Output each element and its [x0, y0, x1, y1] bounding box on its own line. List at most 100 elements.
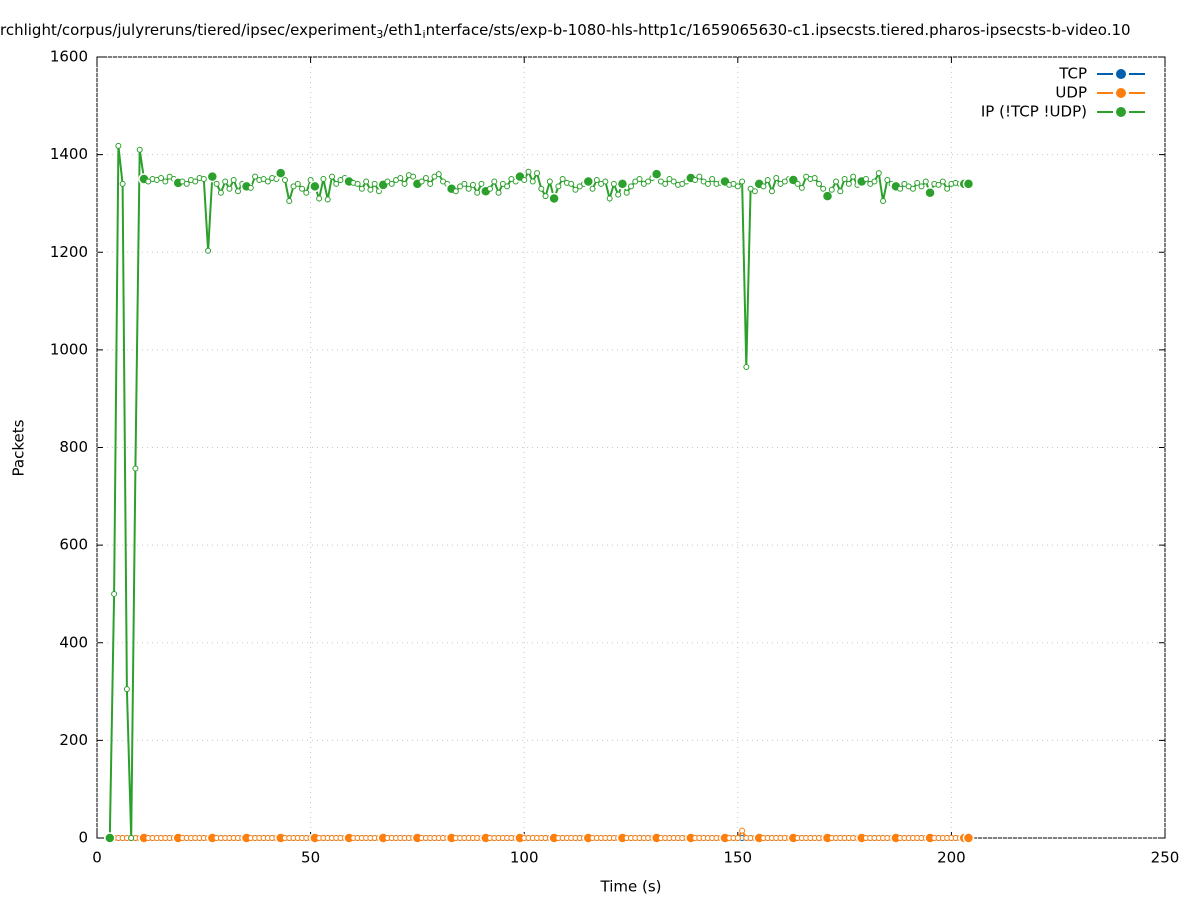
series-line	[108, 145, 969, 839]
data-point	[286, 197, 293, 204]
data-point	[521, 177, 528, 184]
data-point	[734, 835, 741, 841]
data-point	[205, 247, 212, 254]
y-tick-label: 400	[59, 633, 88, 651]
data-point	[811, 175, 818, 182]
data-point	[226, 185, 233, 192]
data-point	[623, 189, 630, 196]
data-point	[777, 180, 784, 187]
y-tick-label: 0	[78, 829, 88, 847]
data-point	[773, 175, 780, 182]
data-point	[768, 188, 775, 195]
data-point	[944, 185, 951, 192]
data-point	[636, 176, 643, 183]
legend-label: IP (!TCP !UDP)	[981, 103, 1087, 121]
data-point	[589, 185, 596, 192]
data-point	[206, 170, 219, 183]
data-point	[781, 178, 788, 185]
data-point	[183, 180, 190, 187]
data-point	[962, 178, 975, 190]
data-point	[862, 176, 869, 183]
data-point	[692, 177, 699, 184]
data-point	[128, 835, 135, 841]
data-point	[794, 180, 801, 187]
data-point	[179, 178, 186, 185]
y-tick-label: 200	[59, 731, 88, 749]
data-point	[803, 173, 810, 180]
data-point	[111, 590, 118, 597]
data-point	[628, 183, 634, 190]
data-point	[440, 178, 447, 185]
y-tick-label: 1600	[50, 48, 88, 66]
data-point	[704, 180, 711, 187]
x-tick-label: 250	[1151, 849, 1180, 867]
x-axis-label: Time (s)	[600, 878, 662, 896]
data-point	[751, 188, 758, 195]
data-point	[469, 181, 476, 188]
data-point	[918, 183, 925, 190]
data-point	[213, 180, 220, 187]
data-point	[871, 178, 878, 185]
data-point	[610, 180, 617, 187]
data-point	[568, 180, 575, 187]
title-part: /eth1	[383, 21, 422, 39]
data-point	[132, 465, 139, 472]
data-point	[465, 185, 472, 192]
data-point	[162, 178, 169, 185]
data-point	[136, 146, 143, 153]
data-point	[640, 180, 647, 187]
title-part: nterface/sts/exp-b-1080-hls-http1c/16590…	[426, 21, 1131, 39]
data-point	[367, 186, 374, 193]
data-point	[922, 178, 929, 185]
data-point	[924, 186, 936, 199]
x-tick-label: 100	[510, 849, 539, 867]
x-tick-label: 150	[723, 849, 752, 867]
data-point	[487, 185, 494, 192]
data-point	[867, 180, 874, 187]
data-point	[962, 832, 975, 844]
data-point	[935, 181, 942, 188]
data-point	[850, 173, 857, 180]
data-point	[264, 178, 271, 185]
x-tick-label: 200	[937, 849, 966, 867]
data-point	[478, 180, 485, 187]
data-point	[828, 186, 835, 193]
data-point	[548, 192, 560, 205]
data-point	[820, 185, 827, 192]
data-point	[230, 177, 237, 184]
data-point	[700, 178, 707, 185]
title-subscript: 3	[376, 28, 383, 41]
data-point	[841, 176, 848, 183]
data-point	[363, 178, 370, 185]
data-point	[461, 180, 468, 187]
data-point	[833, 178, 840, 185]
data-point	[525, 168, 532, 175]
data-point	[427, 180, 434, 187]
data-point	[821, 190, 834, 202]
data-point	[320, 176, 327, 183]
data-point	[474, 189, 481, 196]
data-point	[499, 180, 506, 187]
legend-marker	[1116, 69, 1126, 79]
data-point	[294, 180, 301, 187]
legend-label: TCP	[1058, 65, 1087, 83]
data-point	[939, 178, 946, 185]
y-tick-label: 600	[59, 536, 88, 554]
data-point	[452, 188, 459, 195]
data-point	[260, 176, 267, 183]
data-point	[371, 180, 378, 187]
y-axis-label: Packets	[10, 419, 28, 476]
title-subscript: i	[423, 28, 426, 41]
data-point	[309, 180, 321, 193]
data-point	[491, 178, 498, 185]
data-point	[192, 178, 199, 185]
title-part: rchlight/corpus/julyreruns/tiered/ipsec/…	[0, 21, 376, 39]
data-point	[679, 180, 686, 187]
data-point	[222, 178, 229, 185]
data-point	[837, 188, 844, 195]
data-point	[905, 183, 912, 190]
data-point	[657, 178, 664, 185]
data-point	[709, 176, 716, 183]
data-point	[606, 195, 613, 202]
y-tick-label: 1400	[50, 145, 88, 163]
